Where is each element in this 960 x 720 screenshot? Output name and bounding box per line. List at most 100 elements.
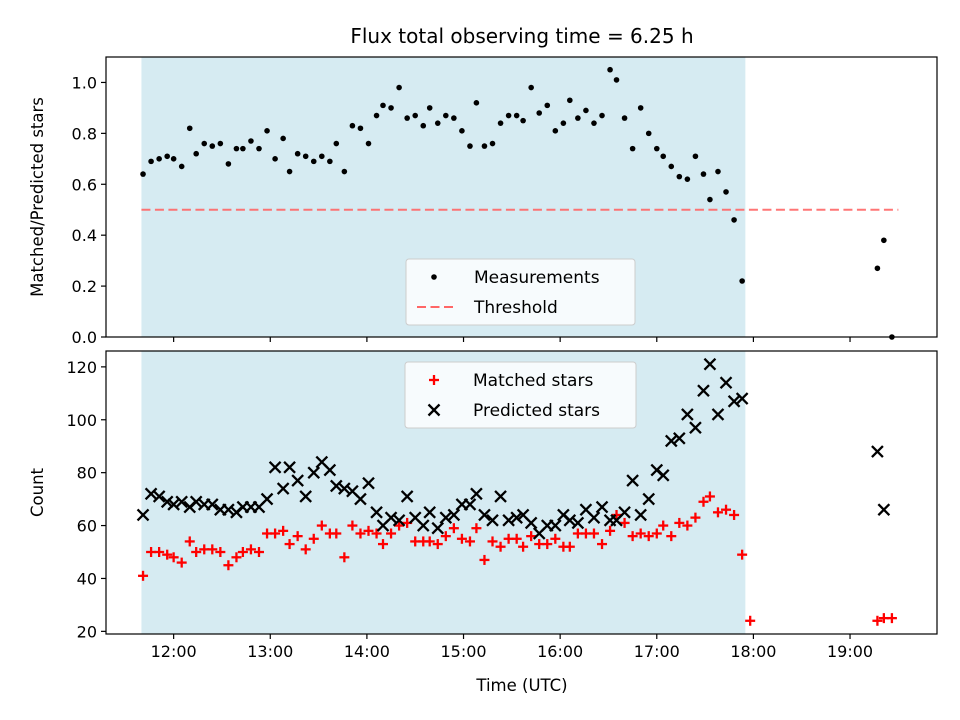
data-point (479, 554, 490, 565)
data-point-stroke (735, 392, 749, 405)
panel-ratio: 0.0 0.2 0.4 0.6 0.8 1.0 Matched/Predicted star… (28, 56, 938, 347)
data-point (560, 120, 567, 126)
data-point-stroke (642, 492, 656, 506)
chart-title: Flux total observing time = 6.25 h (350, 24, 693, 48)
data-point (225, 161, 232, 167)
data-point (286, 168, 293, 175)
data-point-stroke (329, 479, 343, 493)
data-point-stroke (260, 492, 274, 506)
data-point-stroke (502, 513, 515, 527)
data-point (583, 107, 589, 114)
data-point (727, 394, 741, 408)
data-point (494, 490, 507, 503)
legend-marker-matched (429, 375, 439, 385)
data-point (338, 482, 351, 495)
data-point (231, 552, 242, 563)
y-tick-label: 60 (77, 517, 97, 536)
data-point (148, 158, 154, 165)
data-point (689, 421, 702, 435)
data-point (587, 511, 601, 524)
data-point-stroke (524, 516, 538, 530)
data-point-stroke (423, 506, 437, 519)
data-point (605, 525, 616, 536)
data-point (283, 461, 296, 474)
data-point (715, 168, 721, 175)
data-point (384, 511, 398, 524)
data-point (877, 503, 891, 517)
data-point (440, 531, 451, 542)
data-point (240, 145, 246, 152)
data-point (201, 140, 208, 147)
y-tick-label: 0.8 (72, 124, 97, 143)
data-point-stroke (486, 513, 499, 527)
legend-box (404, 361, 637, 429)
data-point (264, 128, 270, 134)
data-point-stroke (618, 506, 631, 519)
data-point (347, 520, 358, 531)
data-point (564, 541, 575, 552)
data-point (563, 513, 577, 527)
data-point (416, 519, 430, 532)
data-point (510, 511, 523, 524)
y-tick-label: 0.4 (72, 226, 97, 245)
data-point (176, 557, 187, 568)
data-point (599, 112, 605, 119)
data-point (178, 163, 185, 170)
data-point (420, 122, 427, 129)
data-point (871, 445, 884, 458)
data-point-stroke (494, 490, 507, 503)
data-point (486, 513, 499, 527)
legend-label-measurements: Measurements (474, 268, 600, 288)
data-point-stroke (447, 508, 461, 522)
data-point (371, 528, 382, 539)
legend-marker-measurements (431, 274, 437, 280)
legend-label-matched: Matched stars (473, 371, 593, 391)
data-point (189, 495, 203, 509)
data-point-stroke (557, 508, 570, 522)
data-point (280, 135, 286, 142)
data-point-stroke (516, 508, 530, 522)
data-point (256, 145, 262, 152)
data-point (386, 528, 397, 539)
data-point-stroke (871, 445, 884, 458)
data-point-stroke (595, 500, 609, 514)
data-point (731, 217, 737, 223)
data-point-stroke (160, 495, 174, 509)
data-point (426, 105, 433, 111)
data-point-stroke (579, 503, 593, 517)
data-point (144, 487, 158, 501)
data-point (160, 495, 174, 509)
data-point (518, 541, 529, 552)
data-point-stroke (587, 511, 601, 524)
legend-label-predicted: Predicted stars (473, 401, 600, 421)
data-point (637, 105, 644, 111)
data-point-stroke (711, 408, 725, 421)
data-point (735, 392, 749, 405)
data-point (431, 521, 445, 535)
data-point (223, 560, 234, 571)
data-point-stroke (167, 498, 180, 511)
data-point (634, 508, 647, 522)
data-point (448, 523, 459, 534)
data-point (300, 544, 311, 555)
data-point (697, 384, 710, 397)
data-point (349, 122, 356, 129)
data-point (162, 549, 173, 560)
data-point (329, 479, 343, 493)
data-point (323, 463, 337, 477)
data-point-stroke (175, 495, 189, 509)
data-point-stroke (681, 408, 694, 421)
data-point (489, 140, 496, 147)
series-measurements (140, 66, 895, 340)
data-point (668, 163, 675, 170)
data-point-stroke (697, 384, 710, 397)
data-point (284, 539, 295, 550)
data-point (872, 615, 883, 626)
data-point-stroke (152, 490, 166, 503)
data-point (505, 112, 512, 119)
data-point (550, 533, 561, 544)
data-point (333, 140, 340, 147)
data-point (339, 552, 350, 563)
x-tick-label: 18:00 (730, 642, 776, 661)
